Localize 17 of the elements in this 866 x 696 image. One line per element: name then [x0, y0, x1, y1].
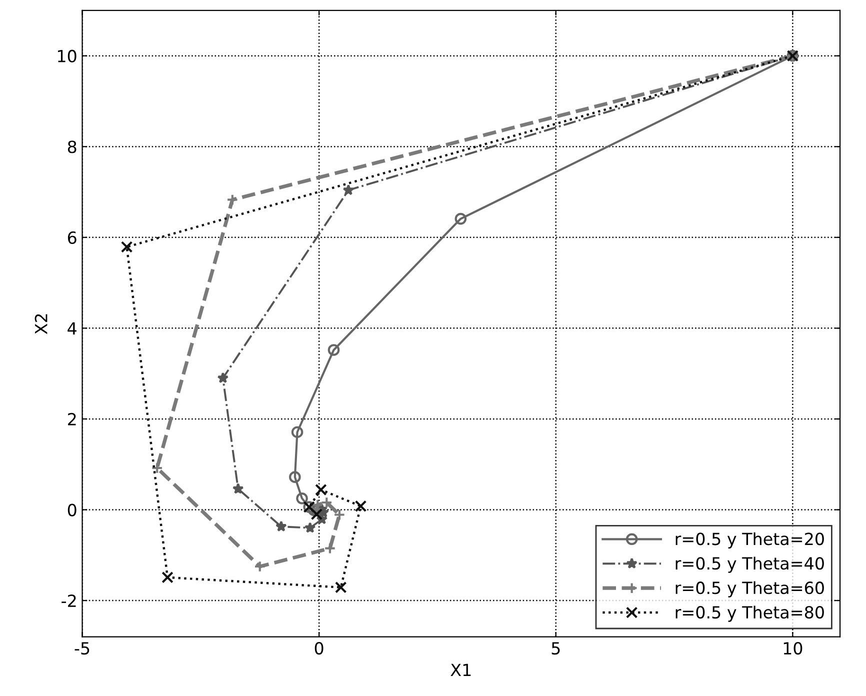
legend-label: r=0.5 y Theta=80 [676, 606, 824, 622]
y-tick-label: 8 [68, 140, 76, 154]
y-tick-label: 0 [68, 504, 76, 516]
y-tick-label: -2 [62, 594, 76, 607]
x-tick-label: 10 [784, 642, 802, 655]
y-tick-label: 6 [68, 231, 76, 244]
x-tick-label: -5 [74, 642, 90, 655]
y-axis-title: X2 [34, 314, 48, 334]
x-tick-label: 5 [552, 642, 560, 655]
y-tick-label: 2 [68, 412, 76, 426]
legend-label: r=0.5 y Theta=60 [676, 581, 824, 598]
y-tick-label: 4 [68, 322, 76, 335]
legend-label: r=0.5 y Theta=40 [676, 556, 824, 573]
x-tick-label: 0 [314, 642, 324, 655]
y-tick-label: 10 [58, 50, 76, 62]
legend-label: r=0.5 y Theta=20 [676, 532, 824, 548]
x-axis-title: X1 [450, 664, 471, 676]
